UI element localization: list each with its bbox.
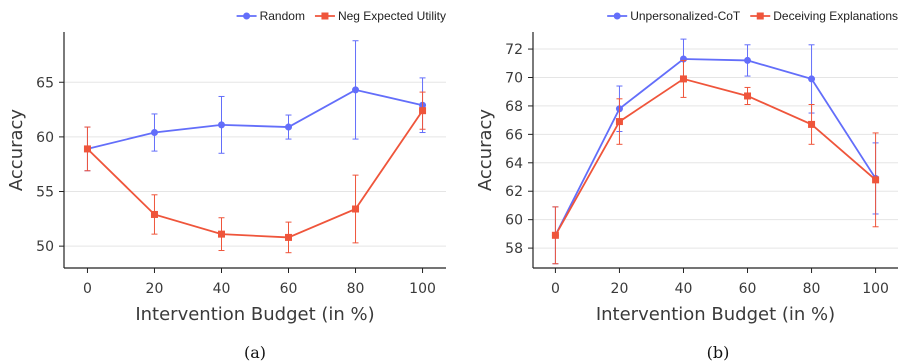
right-legend-marker bbox=[756, 12, 764, 20]
left-x-tick-label: 20 bbox=[146, 281, 164, 297]
right-y-tick-label: 60 bbox=[505, 213, 523, 229]
left-y-tick-label: 65 bbox=[36, 75, 54, 91]
right-x-tick-label: 80 bbox=[803, 281, 821, 297]
right-x-axis-label: Intervention Budget (in %) bbox=[596, 304, 835, 325]
left-x-tick-label: 0 bbox=[83, 281, 92, 297]
right-caption: (b) bbox=[707, 343, 730, 362]
left-series-line bbox=[86, 110, 424, 239]
left-series-0 bbox=[83, 40, 427, 172]
left-data-point bbox=[352, 205, 360, 213]
right-data-point bbox=[808, 120, 816, 128]
left-data-point bbox=[285, 233, 293, 241]
left-data-point bbox=[419, 107, 427, 115]
left-x-tick-label: 40 bbox=[213, 281, 231, 297]
left-legend-marker bbox=[321, 12, 329, 20]
right-data-point bbox=[679, 75, 687, 83]
right-x-tick-label: 100 bbox=[862, 281, 889, 297]
right-legend: Deceiving Explanations Unpersonalized-CoT bbox=[607, 9, 898, 23]
left-legend-label: Random bbox=[260, 9, 305, 23]
right-x-tick-label: 40 bbox=[675, 281, 693, 297]
right-y-tick-label: 62 bbox=[505, 184, 523, 200]
left-data-point bbox=[217, 121, 225, 129]
right-data-point bbox=[551, 231, 559, 239]
right-chart: 58 60 62 64 66 68 70 72 0 20 40 60 80 100 Intervention… bbox=[475, 9, 898, 362]
right-data-point bbox=[615, 118, 623, 126]
right-y-tick-label: 66 bbox=[505, 127, 523, 143]
right-data-point bbox=[872, 176, 880, 184]
right-y-axis-label: Accuracy bbox=[475, 109, 496, 192]
left-y-tick-label: 55 bbox=[36, 185, 54, 201]
right-series-line bbox=[554, 77, 877, 236]
right-legend-label: Unpersonalized-CoT bbox=[630, 9, 741, 23]
left-legend: Neg Expected Utility Random bbox=[236, 9, 446, 23]
right-x-tick-label: 60 bbox=[739, 281, 757, 297]
right-series-0 bbox=[551, 38, 880, 265]
left-data-point bbox=[150, 210, 158, 218]
left-data-point bbox=[150, 129, 158, 137]
left-legend-label: Neg Expected Utility bbox=[338, 9, 446, 23]
left-chart: 50 55 60 65 0 20 40 60 80 100 Intervention Budget … bbox=[6, 9, 446, 362]
left-y-tick-label: 50 bbox=[36, 239, 54, 255]
right-data-point bbox=[744, 56, 752, 64]
left-x-tick-label: 100 bbox=[409, 281, 436, 297]
left-data-point bbox=[352, 86, 360, 94]
right-legend-label: Deceiving Explanations bbox=[773, 9, 898, 23]
right-y-tick-label: 64 bbox=[505, 156, 523, 172]
right-y-tick-label: 70 bbox=[505, 70, 523, 86]
left-y-axis-label: Accuracy bbox=[6, 109, 27, 192]
right-series-line bbox=[554, 58, 877, 236]
left-y-tick-label: 60 bbox=[36, 130, 54, 146]
left-caption: (a) bbox=[244, 343, 266, 362]
right-legend-marker bbox=[613, 12, 621, 20]
right-data-point bbox=[744, 92, 752, 100]
right-x-tick-label: 0 bbox=[551, 281, 560, 297]
left-legend-marker bbox=[243, 12, 251, 20]
left-series-1 bbox=[83, 91, 427, 254]
left-series-line bbox=[87, 88, 423, 150]
left-data-point bbox=[285, 123, 293, 131]
left-x-tick-label: 60 bbox=[280, 281, 298, 297]
right-y-tick-label: 72 bbox=[505, 42, 523, 58]
left-data-point bbox=[217, 230, 225, 238]
left-x-tick-label: 80 bbox=[347, 281, 365, 297]
right-series-1 bbox=[551, 59, 880, 265]
right-y-tick-label: 58 bbox=[505, 241, 523, 257]
right-data-point bbox=[808, 75, 816, 83]
left-data-point bbox=[83, 145, 91, 153]
right-y-tick-label: 68 bbox=[505, 99, 523, 115]
right-x-tick-label: 20 bbox=[611, 281, 629, 297]
left-x-axis-label: Intervention Budget (in %) bbox=[135, 304, 374, 325]
